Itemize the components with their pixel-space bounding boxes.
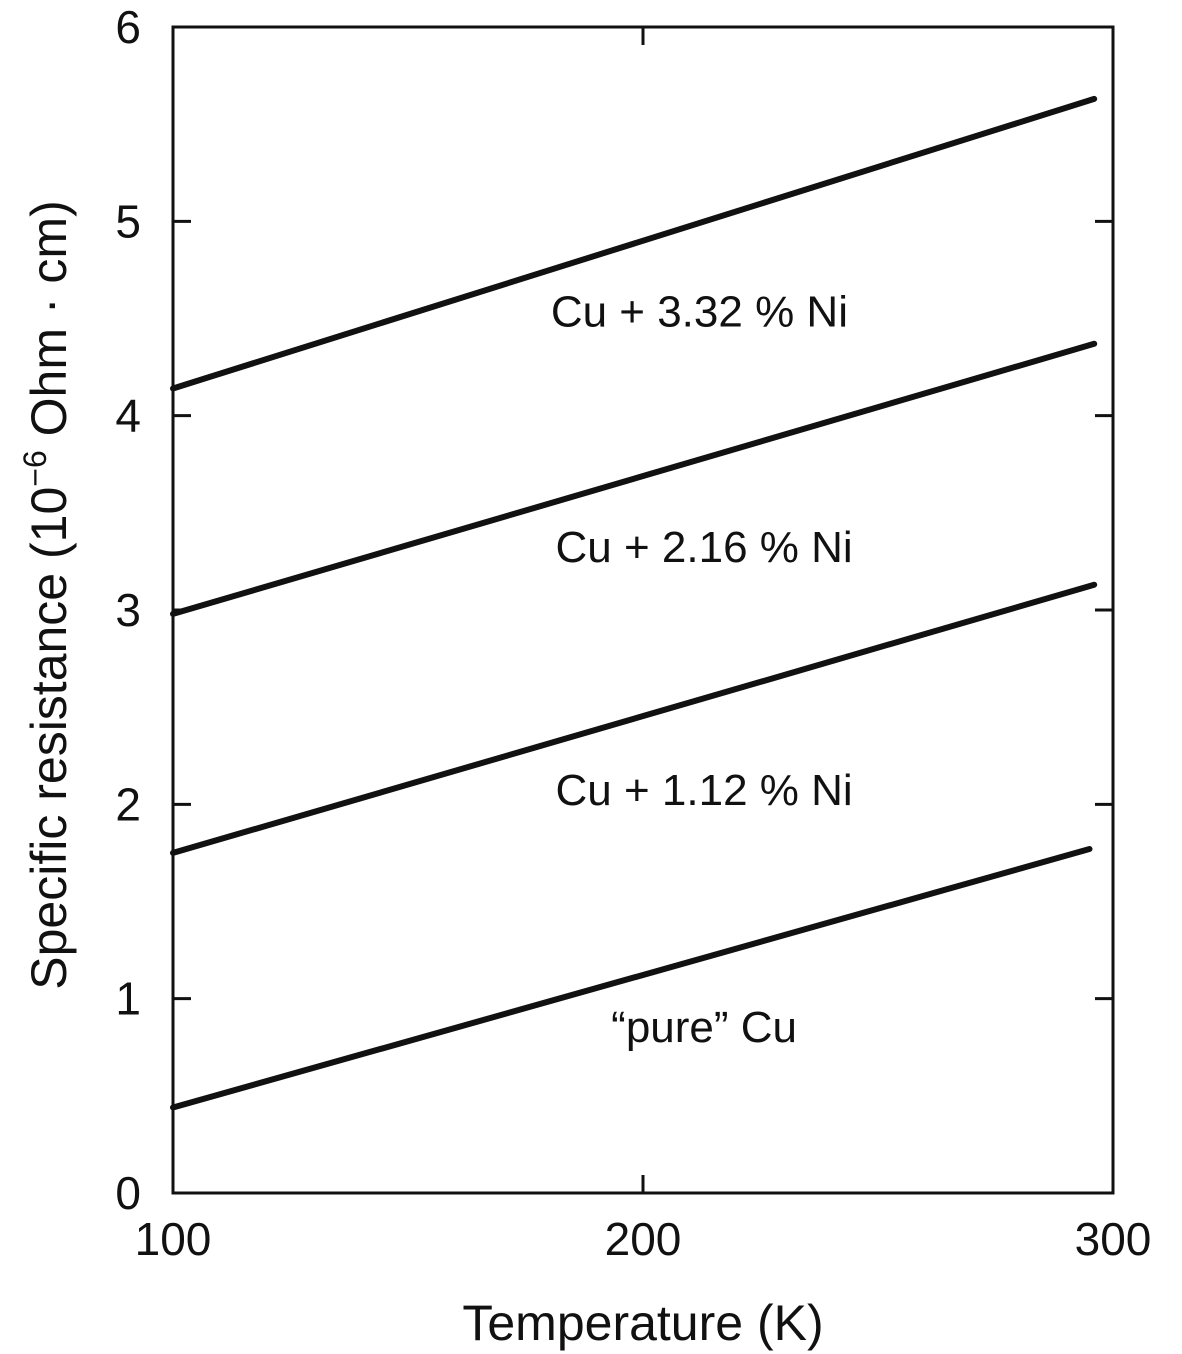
y-tick-label-2: 2 [115, 778, 141, 830]
series-labels: “pure” Cu Cu + 1.12 % Ni Cu + 2.16 % Ni Cu … [551, 288, 853, 1052]
axis-ticks [171, 25, 1115, 1195]
y-tick-label-4: 4 [115, 390, 141, 442]
y-axis-title-unit: Ohm · cm) [21, 200, 77, 450]
y-tick-label-0: 0 [115, 1167, 141, 1219]
x-tick-label-200: 200 [605, 1213, 682, 1265]
series-label-1: Cu + 1.12 % Ni [556, 766, 853, 815]
series-line-1 [170, 581, 1098, 856]
y-axis-title: Specific resistance (10−6 Ohm · cm) [17, 200, 77, 989]
y-tick-label-1: 1 [115, 973, 141, 1025]
x-axis-title: Temperature (K) [462, 1295, 823, 1351]
series-label-0: “pure” Cu [611, 1003, 797, 1052]
y-tick-label-3: 3 [115, 584, 141, 636]
x-tick-label-100: 100 [135, 1213, 212, 1265]
series-label-3: Cu + 3.32 % Ni [551, 288, 848, 337]
series-line-3 [170, 95, 1098, 392]
y-axis-title-superscript: −6 [17, 450, 53, 486]
series-line-2 [170, 340, 1098, 617]
y-tick-label-5: 5 [115, 195, 141, 247]
series-line-0 [170, 846, 1093, 1111]
series-lines [170, 95, 1098, 1111]
y-tick-label-6: 6 [115, 1, 141, 53]
y-axis-title-main: Specific resistance (10 [21, 487, 77, 990]
tick-labels: 0 1 2 3 4 5 6 100 200 300 [115, 1, 1151, 1265]
series-label-2: Cu + 2.16 % Ni [556, 523, 853, 572]
x-tick-label-300: 300 [1075, 1213, 1152, 1265]
